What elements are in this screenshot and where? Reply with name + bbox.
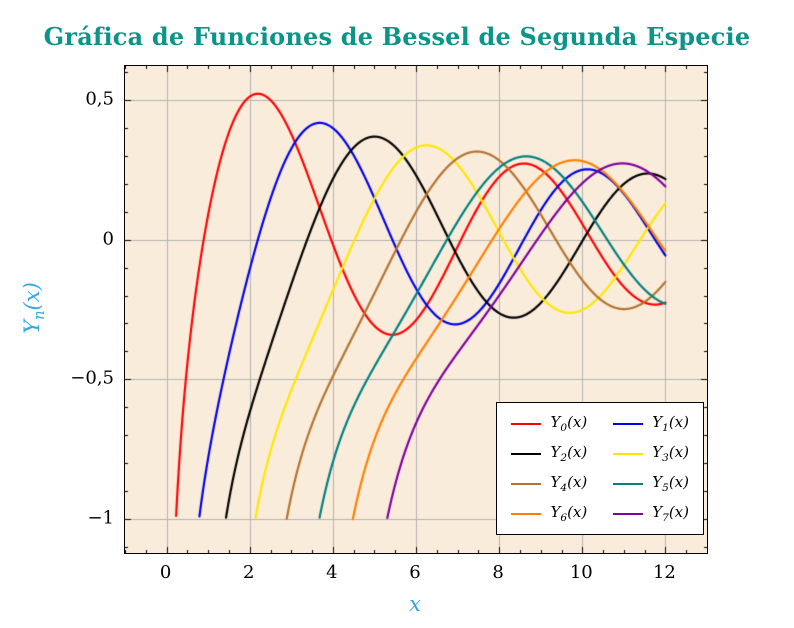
legend-item: Y6(x) [511, 503, 587, 524]
x-tick-label: 8 [492, 562, 504, 583]
x-axis-label: x [409, 592, 421, 616]
legend-line-swatch [511, 452, 542, 455]
legend-line-swatch [511, 422, 542, 425]
legend-line-swatch [511, 512, 542, 515]
x-tick-label: 6 [409, 562, 421, 583]
legend-label: Y1(x) [652, 413, 689, 434]
legend-line-swatch [613, 512, 644, 515]
legend-item: Y1(x) [613, 413, 689, 434]
legend-item: Y2(x) [511, 443, 587, 464]
y-tick-label: 0 [102, 228, 114, 250]
x-tick-label: 2 [242, 562, 255, 583]
legend-label: Y6(x) [550, 503, 588, 524]
legend-label: Y2(x) [550, 443, 588, 464]
y-tick-label: 0,5 [85, 88, 114, 110]
y-axis-label: Yn(x) [19, 282, 49, 334]
x-tick-label: 0 [159, 562, 172, 583]
x-tick-label: 4 [326, 562, 338, 583]
x-tick-label: 12 [652, 562, 676, 583]
legend-line-swatch [511, 482, 542, 485]
legend-item: Y5(x) [613, 473, 689, 494]
y-tick-label: −0,5 [70, 367, 114, 389]
y-tick-label: −1 [87, 507, 114, 529]
legend-label: Y0(x) [550, 413, 588, 434]
legend-item: Y7(x) [613, 503, 689, 524]
legend-label: Y3(x) [652, 443, 689, 464]
legend-line-swatch [613, 482, 644, 485]
plot-area: Y0(x) Y1(x) Y2(x) Y3(x) Y4(x) Y5(x) Y6(x) Y7(x) [124, 65, 708, 554]
chart-title: Gráfica de Funciones de Bessel de Segund… [43, 22, 751, 52]
legend-item: Y3(x) [613, 443, 689, 464]
legend-line-swatch [613, 422, 644, 425]
x-tick-label: 10 [569, 562, 593, 583]
legend-item: Y4(x) [511, 473, 587, 494]
legend-line-swatch [613, 452, 644, 455]
legend: Y0(x) Y1(x) Y2(x) Y3(x) Y4(x) Y5(x) Y6(x) Y7(x) [496, 402, 704, 535]
legend-label: Y7(x) [652, 503, 689, 524]
legend-label: Y4(x) [550, 473, 588, 494]
legend-item: Y0(x) [511, 413, 587, 434]
legend-label: Y5(x) [652, 473, 689, 494]
